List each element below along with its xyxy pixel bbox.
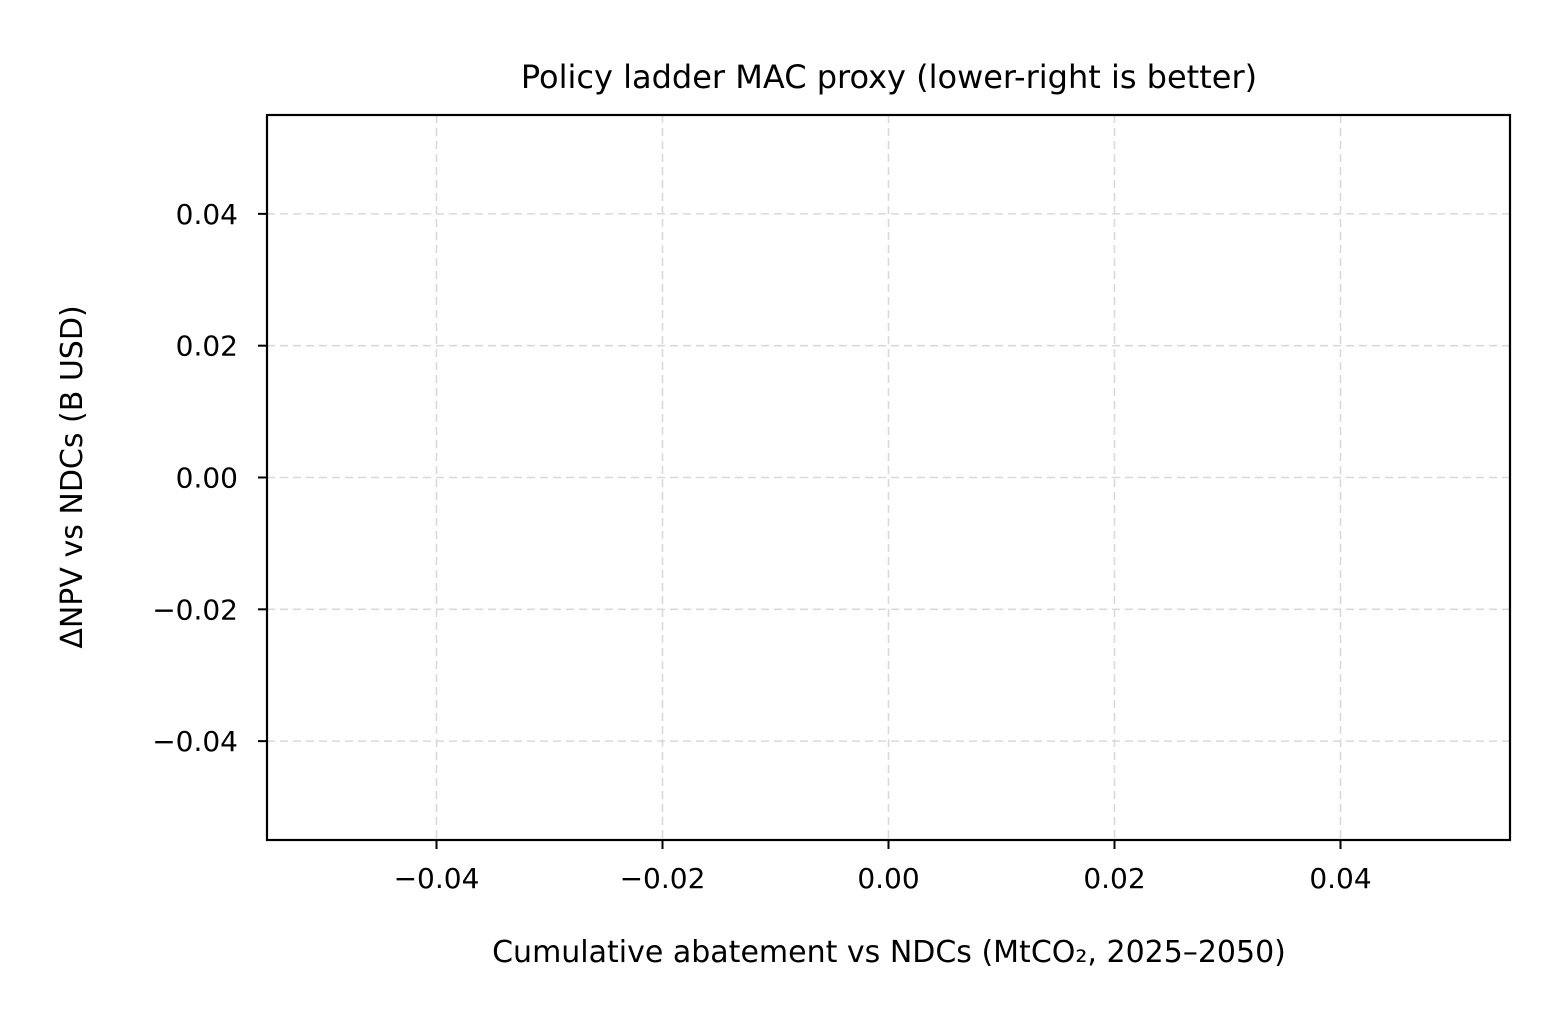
x-tick-label: −0.02 <box>620 862 706 895</box>
x-tick-label: 0.02 <box>1083 862 1145 895</box>
chart-title: Policy ladder MAC proxy (lower-right is … <box>521 58 1257 96</box>
x-axis-label: Cumulative abatement vs NDCs (MtCO₂, 202… <box>492 935 1286 970</box>
y-axis-ticks: 0.04 0.02 0.00 −0.02 −0.04 <box>152 198 267 758</box>
y-axis-label: ΔNPV vs NDCs (B USD) <box>55 305 90 648</box>
x-tick-label: 0.04 <box>1309 862 1371 895</box>
x-axis-ticks: −0.04 −0.02 0.00 0.02 0.04 <box>394 840 1372 895</box>
y-tick-label: 0.00 <box>176 462 238 495</box>
y-tick-label: −0.02 <box>152 593 238 626</box>
grid <box>267 115 1510 840</box>
y-tick-label: −0.04 <box>152 725 238 758</box>
y-tick-label: 0.02 <box>176 330 238 363</box>
x-tick-label: −0.04 <box>394 862 480 895</box>
x-tick-label: 0.00 <box>857 862 919 895</box>
y-tick-label: 0.04 <box>176 198 238 231</box>
